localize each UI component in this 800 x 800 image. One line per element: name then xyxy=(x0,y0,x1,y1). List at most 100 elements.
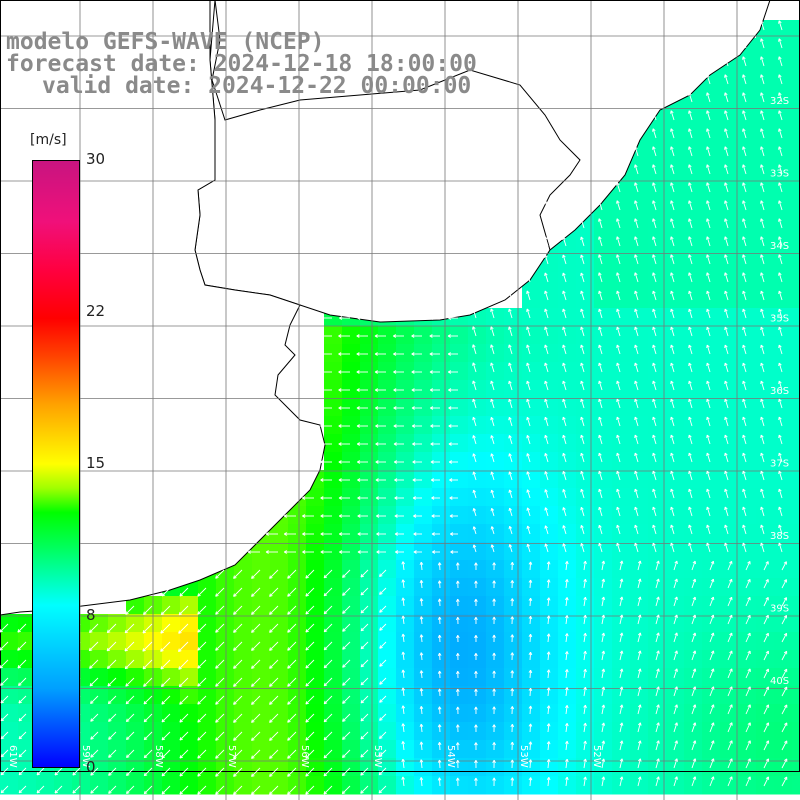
wind-arrow-head xyxy=(583,758,586,762)
wind-speed-cell xyxy=(738,776,757,795)
wind-arrow xyxy=(143,767,153,777)
wind-arrow-head xyxy=(778,362,780,367)
wind-arrow xyxy=(323,749,333,759)
wind-speed-cell xyxy=(720,344,739,363)
wind-speed-cell xyxy=(378,506,397,525)
wind-arrow xyxy=(18,695,27,704)
wind-speed-cell xyxy=(396,470,415,489)
wind-speed-cell xyxy=(450,398,469,417)
wind-arrow-head xyxy=(393,299,397,302)
wind-arrow xyxy=(616,362,621,373)
wind-arrow xyxy=(360,659,369,668)
wind-speed-cell xyxy=(756,164,775,183)
wind-speed-cell xyxy=(756,578,775,597)
wind-speed-cell xyxy=(738,56,757,75)
wind-arrow xyxy=(420,688,423,697)
wind-speed-cell xyxy=(774,218,793,237)
wind-arrow-head xyxy=(526,399,528,403)
wind-arrow-head xyxy=(161,774,166,777)
wind-arrow-head xyxy=(455,580,459,584)
wind-speed-cell xyxy=(666,686,685,705)
wind-arrow-head xyxy=(688,488,690,493)
wind-arrow xyxy=(616,380,621,391)
wind-arrow xyxy=(107,659,117,669)
wind-arrow-head xyxy=(1,791,5,794)
wind-arrow-head xyxy=(508,326,510,330)
wind-arrow xyxy=(688,218,693,229)
wind-arrow-head xyxy=(601,686,605,690)
wind-arrow-head xyxy=(1,719,5,722)
wind-arrow-head xyxy=(692,668,696,672)
wind-arrow xyxy=(745,668,751,679)
wind-arrow xyxy=(233,749,243,759)
wind-speed-cell xyxy=(792,308,800,327)
wind-arrow-head xyxy=(688,182,690,186)
wind-arrow xyxy=(745,758,751,769)
wind-speed-cell xyxy=(612,506,631,525)
wind-arrow-head xyxy=(565,776,568,780)
land-mask xyxy=(0,0,771,616)
wind-arrow-head xyxy=(765,632,769,636)
wind-arrow-head xyxy=(742,434,744,439)
wind-arrow xyxy=(652,380,657,391)
wind-arrow-head xyxy=(616,236,618,240)
wind-arrow-head xyxy=(742,236,744,240)
wind-arrow-head xyxy=(429,371,433,374)
wind-arrow-head xyxy=(706,74,708,78)
wind-speed-cell xyxy=(738,272,757,291)
wind-arrow xyxy=(634,326,639,337)
wind-speed-cell xyxy=(612,614,631,633)
wind-arrow xyxy=(580,308,585,319)
wind-arrow xyxy=(763,579,769,589)
wind-speed-cell xyxy=(576,650,595,669)
wind-arrow-head xyxy=(320,533,324,536)
wind-arrow-head xyxy=(108,702,112,705)
wind-arrow-head xyxy=(144,738,148,741)
wind-arrow xyxy=(89,677,99,687)
wind-arrow-head xyxy=(526,380,528,385)
wind-speed-cell xyxy=(774,506,793,525)
wind-arrow-head xyxy=(616,434,618,439)
wind-speed-cell xyxy=(756,254,775,273)
wind-speed-cell xyxy=(558,470,577,489)
wind-arrow-head xyxy=(619,596,623,600)
wind-arrow-head xyxy=(324,684,328,687)
wind-arrow-head xyxy=(126,702,130,705)
wind-arrow-head xyxy=(474,724,477,728)
wind-arrow xyxy=(688,254,693,265)
wind-speed-cell xyxy=(648,704,667,723)
wind-arrow xyxy=(215,659,225,669)
wind-arrow xyxy=(161,587,171,597)
wind-arrow-head xyxy=(670,164,672,168)
wind-arrow-head xyxy=(619,614,623,618)
wind-arrow-head xyxy=(339,551,343,554)
wind-speed-cell xyxy=(648,506,667,525)
wind-arrow-head xyxy=(472,417,474,421)
wind-arrow-head xyxy=(724,380,726,385)
wind-speed-cell xyxy=(774,740,793,759)
wind-arrow xyxy=(706,524,711,535)
wind-arrow-head xyxy=(90,737,94,740)
wind-arrow xyxy=(565,705,568,715)
wind-speed-cell xyxy=(504,632,523,651)
wind-speed-cell xyxy=(594,344,613,363)
wind-arrow-head xyxy=(375,299,379,302)
wind-arrow xyxy=(706,470,711,481)
wind-speed-cell xyxy=(630,632,649,651)
wind-arrow xyxy=(360,587,369,596)
wind-arrow-head xyxy=(598,164,600,168)
wind-arrow-head xyxy=(492,724,495,728)
wind-arrow-head xyxy=(634,380,636,385)
wind-speed-cell xyxy=(468,632,487,651)
wind-speed-cell xyxy=(666,254,685,273)
longitude-label: 53W xyxy=(518,745,529,768)
wind-speed-cell xyxy=(342,344,361,363)
wind-speed-cell xyxy=(720,182,739,201)
wind-speed-cell xyxy=(414,740,433,759)
wind-arrow-head xyxy=(760,398,762,403)
wind-arrow xyxy=(634,290,639,301)
wind-speed-cell xyxy=(666,272,685,291)
wind-arrow-head xyxy=(160,650,164,652)
wind-arrow xyxy=(727,596,733,607)
wind-arrow-head xyxy=(747,650,751,654)
